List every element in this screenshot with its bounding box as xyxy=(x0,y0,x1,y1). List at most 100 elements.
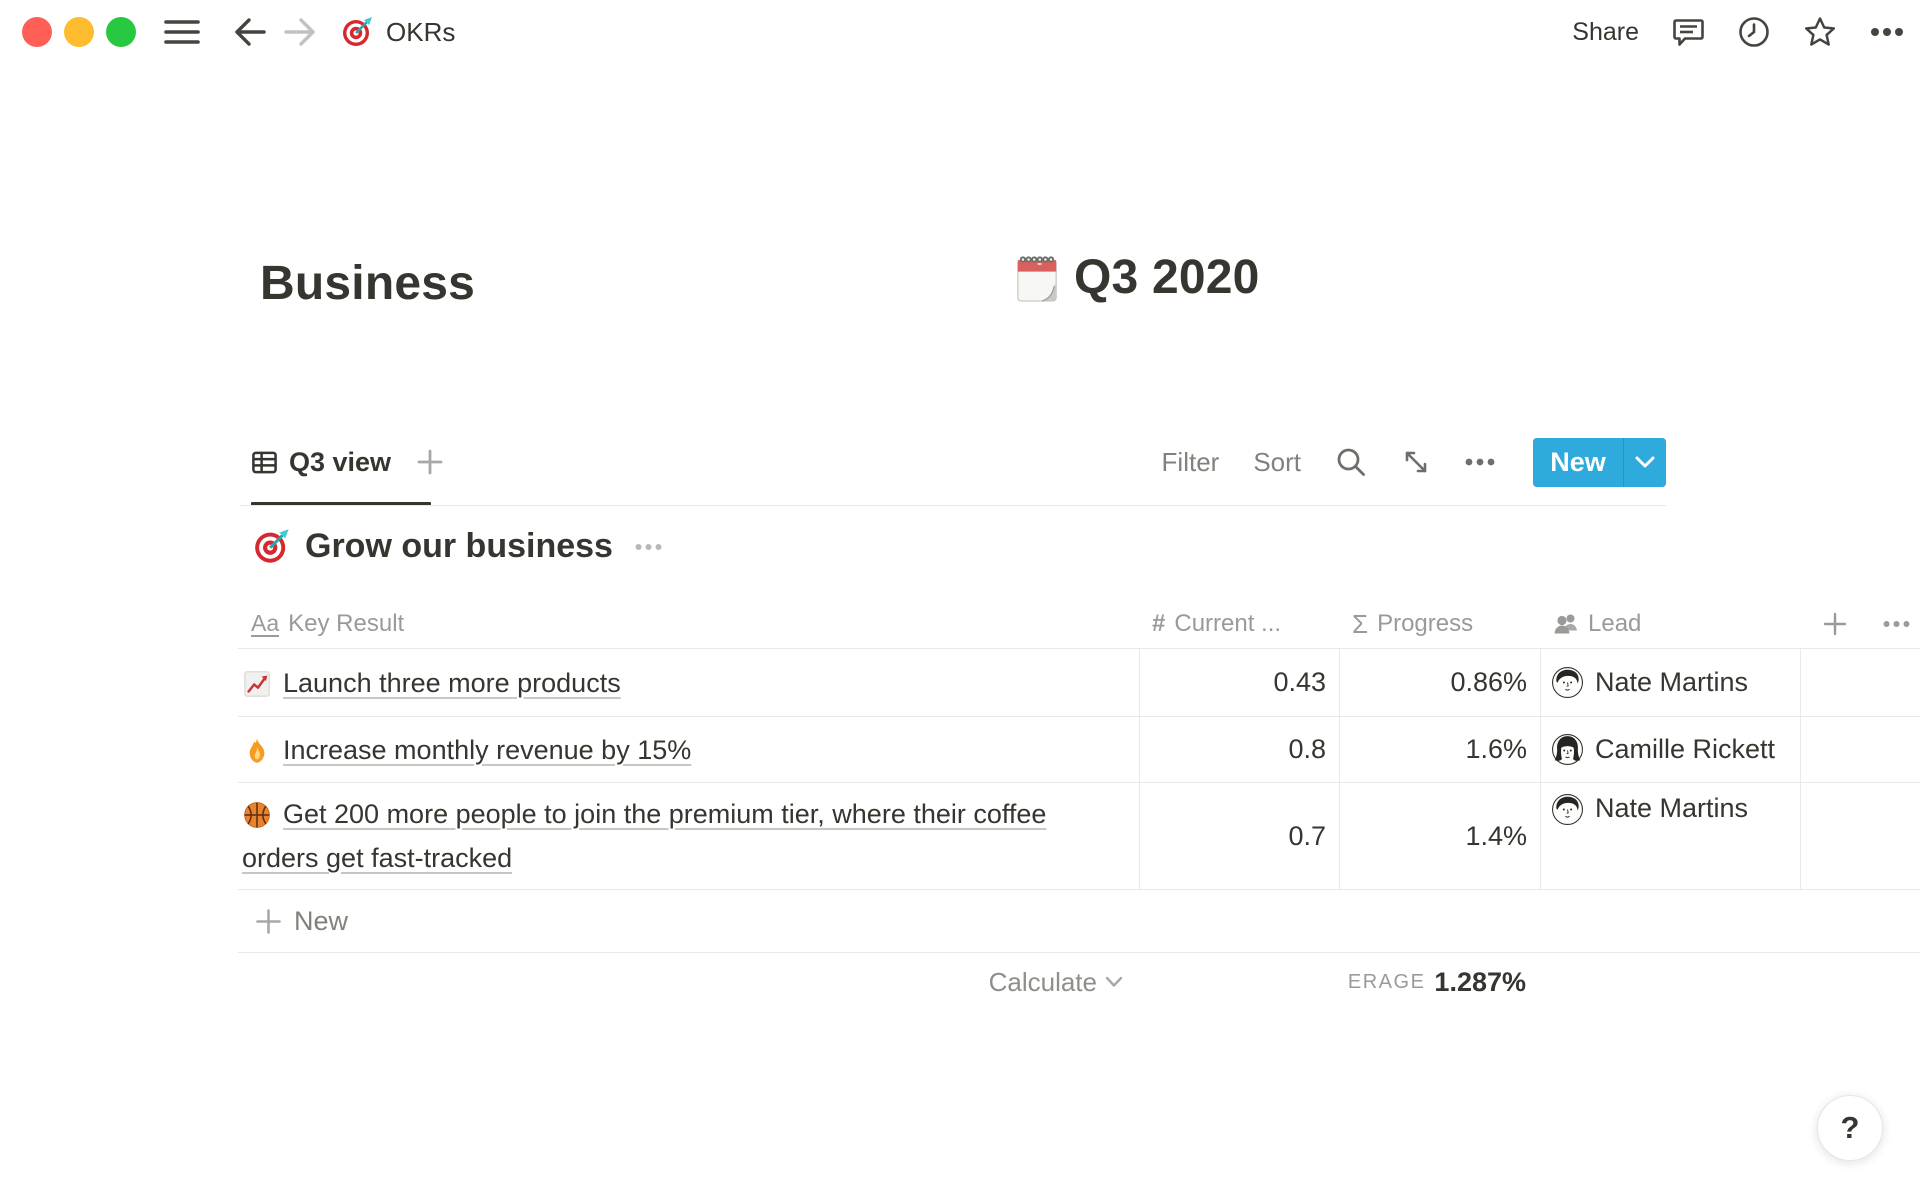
formula-property-icon: Σ xyxy=(1352,608,1369,639)
key-result-title[interactable]: Increase monthly revenue by 15% xyxy=(283,734,692,765)
calculate-label: Calculate xyxy=(988,966,1097,997)
page-title-q3: Q3 2020 xyxy=(1014,250,1260,305)
chevron-down-icon xyxy=(1105,976,1123,987)
nate-portrait-avatar xyxy=(1551,793,1584,826)
active-tab-underline xyxy=(251,502,431,506)
new-button[interactable]: New xyxy=(1533,437,1623,487)
key-result-title[interactable]: Launch three more products xyxy=(283,667,621,698)
row-spacer xyxy=(1801,649,1920,716)
page-title-q3-text: Q3 2020 xyxy=(1074,251,1260,304)
nate-portrait-avatar xyxy=(1551,666,1584,699)
updates-clock-icon[interactable] xyxy=(1738,16,1770,48)
column-header-key-result[interactable]: Aa Key Result xyxy=(238,600,1139,648)
fire-emoji xyxy=(242,736,272,766)
column-label: Current ... xyxy=(1174,610,1282,637)
number-property-icon: # xyxy=(1152,610,1166,637)
column-header-lead[interactable]: Lead xyxy=(1540,600,1801,648)
table-row: Get 200 more people to join the premium … xyxy=(238,783,1920,890)
table-footer: Calculate ERAGE 1.287% xyxy=(238,953,1920,1011)
calculate-button[interactable]: Calculate xyxy=(238,953,1139,1011)
page-title-business: Business xyxy=(260,257,476,310)
group-header: Grow our business xyxy=(254,527,662,566)
toolbar-divider xyxy=(240,505,1666,506)
column-label: Progress xyxy=(1377,610,1474,637)
search-icon[interactable] xyxy=(1335,446,1367,478)
footer-current-spacer xyxy=(1139,953,1339,1011)
key-result-cell[interactable]: Launch three more products xyxy=(238,649,1139,716)
forward-arrow-icon[interactable] xyxy=(284,17,316,47)
text-property-icon: Aa xyxy=(251,609,280,638)
help-button[interactable]: ? xyxy=(1817,1095,1883,1161)
average-label-clipped: ERAGE xyxy=(1347,970,1426,993)
current-value-cell[interactable]: 0.7 xyxy=(1139,783,1339,889)
minimize-window-button[interactable] xyxy=(64,17,94,47)
target-emoji xyxy=(342,16,374,48)
progress-aggregate[interactable]: ERAGE 1.287% xyxy=(1339,953,1540,1011)
zoom-window-button[interactable] xyxy=(106,17,136,47)
expand-icon[interactable] xyxy=(1401,447,1431,477)
spiral-calendar-emoji xyxy=(1014,252,1060,304)
table-row: Launch three more products 0.43 0.86% Na… xyxy=(238,649,1920,717)
new-dropdown-button[interactable] xyxy=(1623,437,1666,487)
lead-cell[interactable]: Nate Martins xyxy=(1540,649,1801,716)
target-emoji xyxy=(254,528,291,565)
table-header-row: Aa Key Result # Current ... Σ Progress L… xyxy=(238,600,1920,649)
chart-increasing-emoji xyxy=(242,669,272,699)
table-view-icon xyxy=(251,449,278,476)
plus-icon xyxy=(255,908,282,935)
current-value-cell[interactable]: 0.8 xyxy=(1139,717,1339,782)
comments-icon[interactable] xyxy=(1672,16,1705,48)
group-title: Grow our business xyxy=(305,527,613,565)
favorite-star-icon[interactable] xyxy=(1803,16,1837,48)
new-row-button[interactable]: New xyxy=(238,890,1920,953)
filter-button[interactable]: Filter xyxy=(1161,446,1220,477)
tab-q3-view-label: Q3 view xyxy=(289,446,392,477)
lead-name: Nate Martins xyxy=(1595,793,1749,823)
key-result-cell[interactable]: Increase monthly revenue by 15% xyxy=(238,717,1139,782)
row-spacer xyxy=(1801,783,1920,889)
row-spacer xyxy=(1801,717,1920,782)
add-column-icon[interactable] xyxy=(1823,612,1847,636)
more-options-icon[interactable] xyxy=(1870,27,1904,37)
column-header-current[interactable]: # Current ... xyxy=(1139,600,1339,648)
new-button-group: New xyxy=(1533,437,1666,487)
toolbar-actions: Filter Sort New xyxy=(1161,437,1666,487)
column-label: Key Result xyxy=(288,610,405,637)
camille-portrait-avatar xyxy=(1551,733,1584,766)
progress-value-cell[interactable]: 1.6% xyxy=(1339,717,1540,782)
breadcrumb-page-title[interactable]: OKRs xyxy=(386,16,456,47)
sort-button[interactable]: Sort xyxy=(1253,446,1301,477)
column-header-progress[interactable]: Σ Progress xyxy=(1339,600,1540,648)
column-label: Lead xyxy=(1588,610,1642,637)
lead-name: Camille Rickett xyxy=(1595,734,1776,764)
average-value: 1.287% xyxy=(1434,966,1526,997)
current-value-cell[interactable]: 0.43 xyxy=(1139,649,1339,716)
header-actions xyxy=(1801,600,1920,648)
lead-cell[interactable]: Nate Martins xyxy=(1540,783,1801,889)
lead-cell[interactable]: Camille Rickett xyxy=(1540,717,1801,782)
add-view-plus-icon[interactable] xyxy=(417,449,443,475)
group-more-options-icon[interactable] xyxy=(635,543,662,551)
table-more-options-icon[interactable] xyxy=(1883,620,1910,628)
hamburger-icon[interactable] xyxy=(164,17,200,47)
close-window-button[interactable] xyxy=(22,17,52,47)
titlebar: OKRs Share xyxy=(0,0,1920,64)
back-arrow-icon[interactable] xyxy=(234,17,266,47)
lead-name: Nate Martins xyxy=(1595,667,1749,697)
page-header: Business Q3 2020 xyxy=(0,250,1920,326)
tab-q3-view[interactable]: Q3 view xyxy=(240,447,391,478)
okr-table: Aa Key Result # Current ... Σ Progress L… xyxy=(238,600,1920,1011)
progress-value-cell[interactable]: 1.4% xyxy=(1339,783,1540,889)
more-options-icon[interactable] xyxy=(1465,458,1495,466)
key-result-title[interactable]: Get 200 more people to join the premium … xyxy=(242,799,1047,873)
new-row-label: New xyxy=(294,905,349,936)
key-result-cell[interactable]: Get 200 more people to join the premium … xyxy=(238,783,1139,889)
table-row: Increase monthly revenue by 15% 0.8 1.6%… xyxy=(238,717,1920,783)
traffic-lights xyxy=(22,17,136,47)
view-toolbar: Q3 view Filter Sort New xyxy=(240,436,1666,488)
share-button[interactable]: Share xyxy=(1572,17,1639,46)
progress-value-cell[interactable]: 0.86% xyxy=(1339,649,1540,716)
person-property-icon xyxy=(1553,612,1579,636)
chevron-down-icon xyxy=(1635,456,1655,467)
